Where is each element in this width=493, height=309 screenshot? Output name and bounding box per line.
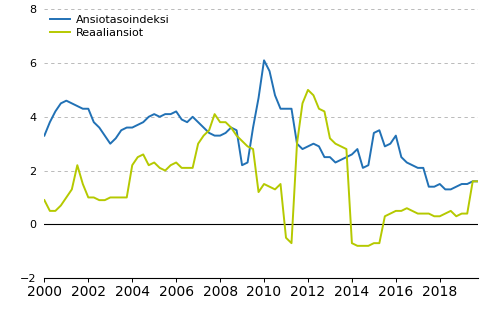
Reaaliansiot	[64, 196, 70, 199]
Line: Ansiotasoindeksi: Ansiotasoindeksi	[44, 60, 493, 222]
Ansiotasoindeksi	[398, 155, 404, 159]
Reaaliansiot	[431, 214, 437, 218]
Legend: Ansiotasoindeksi, Reaaliansiot: Ansiotasoindeksi, Reaaliansiot	[48, 13, 172, 40]
Reaaliansiot	[135, 155, 141, 159]
Ansiotasoindeksi	[426, 185, 432, 188]
Ansiotasoindeksi	[261, 58, 267, 62]
Reaaliansiot	[305, 88, 311, 92]
Ansiotasoindeksi	[409, 163, 415, 167]
Ansiotasoindeksi	[431, 185, 437, 188]
Ansiotasoindeksi	[135, 123, 141, 127]
Line: Reaaliansiot: Reaaliansiot	[44, 90, 493, 246]
Reaaliansiot	[354, 244, 360, 248]
Reaaliansiot	[437, 214, 443, 218]
Ansiotasoindeksi	[41, 134, 47, 138]
Reaaliansiot	[41, 198, 47, 202]
Reaaliansiot	[415, 212, 421, 215]
Ansiotasoindeksi	[64, 99, 70, 103]
Reaaliansiot	[404, 206, 410, 210]
